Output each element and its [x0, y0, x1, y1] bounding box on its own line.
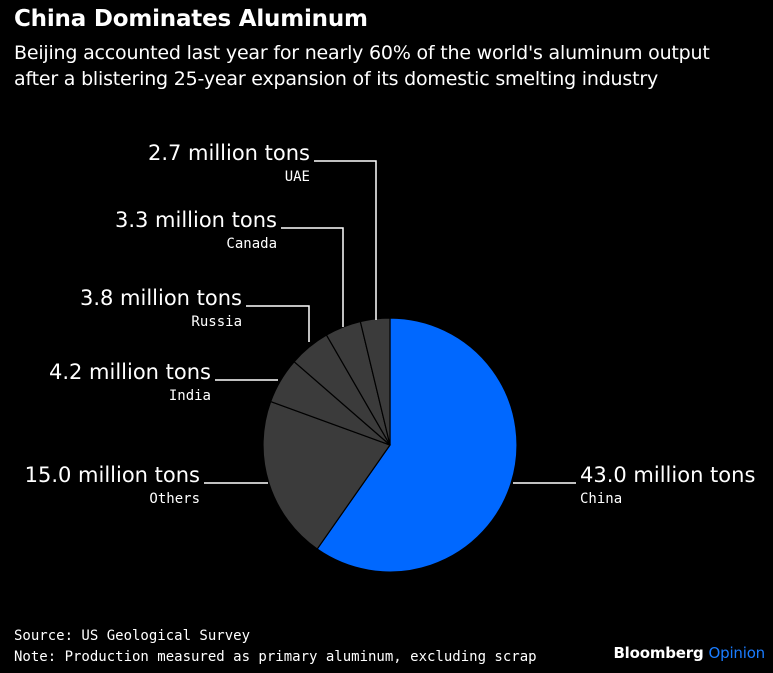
- value-label-uae: 2.7 million tons: [148, 141, 310, 165]
- category-label-china: China: [580, 491, 622, 507]
- value-label-others: 15.0 million tons: [25, 463, 200, 487]
- leader-line-russia: [246, 305, 310, 342]
- category-label-uae: UAE: [285, 169, 310, 185]
- value-label-india: 4.2 million tons: [49, 360, 211, 384]
- brand-name: Bloomberg: [613, 644, 704, 662]
- source-note: Source: US Geological Survey: [14, 628, 251, 644]
- pie-slice-uae: [359, 317, 391, 446]
- leader-line-canada: [281, 227, 344, 327]
- brand-suffix: Opinion: [708, 644, 766, 662]
- production-note: Note: Production measured as primary alu…: [14, 649, 537, 665]
- chart-title: China Dominates Aluminum: [14, 6, 368, 32]
- brand-logo: Bloomberg Opinion: [613, 644, 765, 662]
- pie-slice-china: [316, 317, 518, 573]
- chart-subtitle: Beijing accounted last year for nearly 6…: [14, 42, 710, 90]
- value-label-russia: 3.8 million tons: [80, 286, 242, 310]
- leader-line-uae: [314, 160, 377, 320]
- value-label-canada: 3.3 million tons: [115, 208, 277, 232]
- category-label-india: India: [169, 388, 211, 404]
- category-label-russia: Russia: [191, 314, 242, 330]
- category-label-others: Others: [149, 491, 200, 507]
- category-label-canada: Canada: [226, 236, 277, 252]
- value-label-china: 43.0 million tons: [580, 463, 755, 487]
- pie-slice-others: [262, 400, 391, 550]
- footer: Source: US Geological Survey Note: Produ…: [14, 626, 537, 668]
